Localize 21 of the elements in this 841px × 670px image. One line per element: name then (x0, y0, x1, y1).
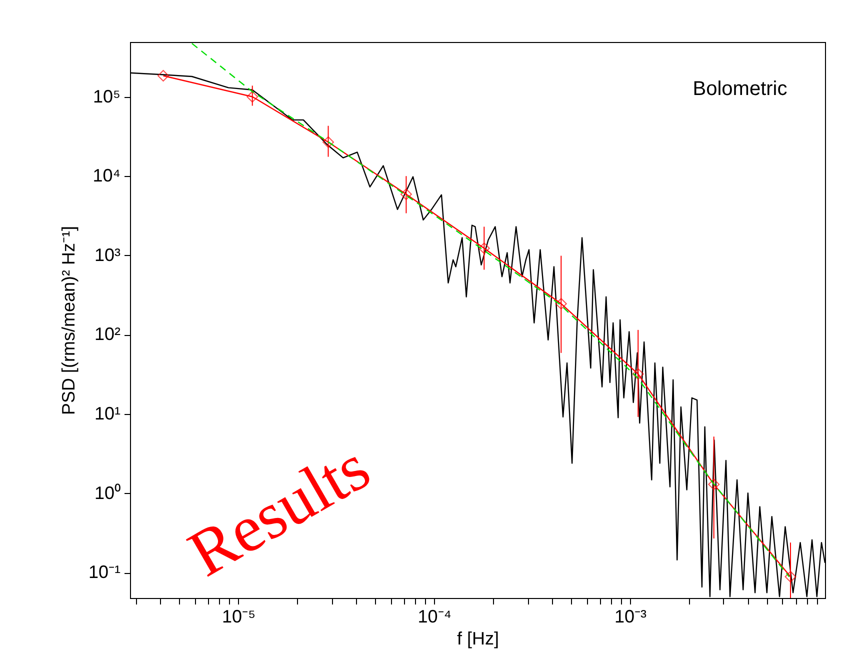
point (246, 91, 258, 102)
y-tick-label: 10¹ (94, 404, 121, 424)
point (478, 242, 490, 254)
point (555, 298, 567, 310)
point (708, 478, 720, 490)
annotation: Bolometric (692, 78, 788, 100)
y-tick-label: 10⁰ (94, 482, 120, 503)
x-tick-label: 10⁻⁵ (222, 606, 256, 626)
y-tick-label: 10⁻¹ (88, 562, 121, 582)
y-axis-title: PSD [(rms/mean)² Hz⁻¹] (58, 226, 78, 416)
x-axis-title: f [Hz] (456, 628, 500, 648)
y-tick-label: 10² (94, 324, 121, 344)
point (784, 570, 796, 582)
point (322, 136, 334, 148)
x-tick-label: 10⁻³ (614, 606, 647, 626)
point (632, 368, 644, 380)
y-tick-label: 10³ (94, 244, 121, 265)
y-tick-label: 10⁵ (93, 86, 120, 106)
point (400, 188, 412, 200)
y-tick-label: 10⁴ (92, 166, 120, 186)
x-tick-label: 10⁻⁴ (418, 606, 452, 626)
